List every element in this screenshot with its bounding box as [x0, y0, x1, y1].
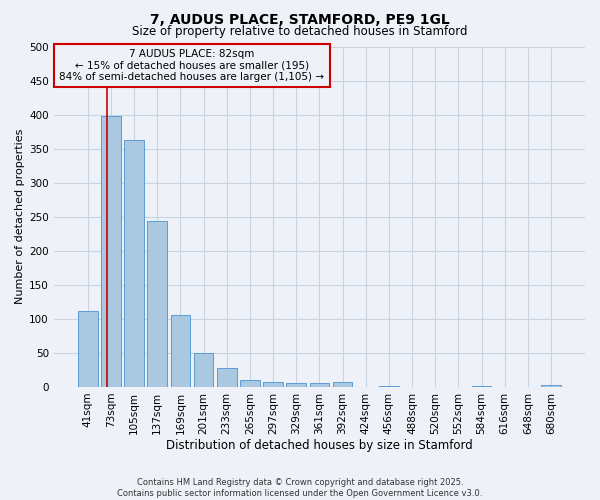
Bar [472, 386, 491, 387]
Bar [379, 386, 399, 387]
Bar [124, 140, 144, 387]
Y-axis label: Number of detached properties: Number of detached properties [15, 129, 25, 304]
Bar [170, 316, 190, 387]
Text: 7 AUDUS PLACE: 82sqm
← 15% of detached houses are smaller (195)
84% of semi-deta: 7 AUDUS PLACE: 82sqm ← 15% of detached h… [59, 49, 325, 82]
X-axis label: Distribution of detached houses by size in Stamford: Distribution of detached houses by size … [166, 440, 473, 452]
Text: Contains HM Land Registry data © Crown copyright and database right 2025.
Contai: Contains HM Land Registry data © Crown c… [118, 478, 482, 498]
Bar [194, 353, 214, 387]
Text: Size of property relative to detached houses in Stamford: Size of property relative to detached ho… [132, 25, 468, 38]
Bar [263, 382, 283, 387]
Bar [101, 116, 121, 387]
Bar [310, 383, 329, 387]
Bar [78, 310, 98, 387]
Bar [541, 385, 561, 387]
Bar [333, 382, 352, 387]
Text: 7, AUDUS PLACE, STAMFORD, PE9 1GL: 7, AUDUS PLACE, STAMFORD, PE9 1GL [150, 12, 450, 26]
Bar [217, 368, 236, 387]
Bar [286, 383, 306, 387]
Bar [148, 222, 167, 387]
Bar [240, 380, 260, 387]
